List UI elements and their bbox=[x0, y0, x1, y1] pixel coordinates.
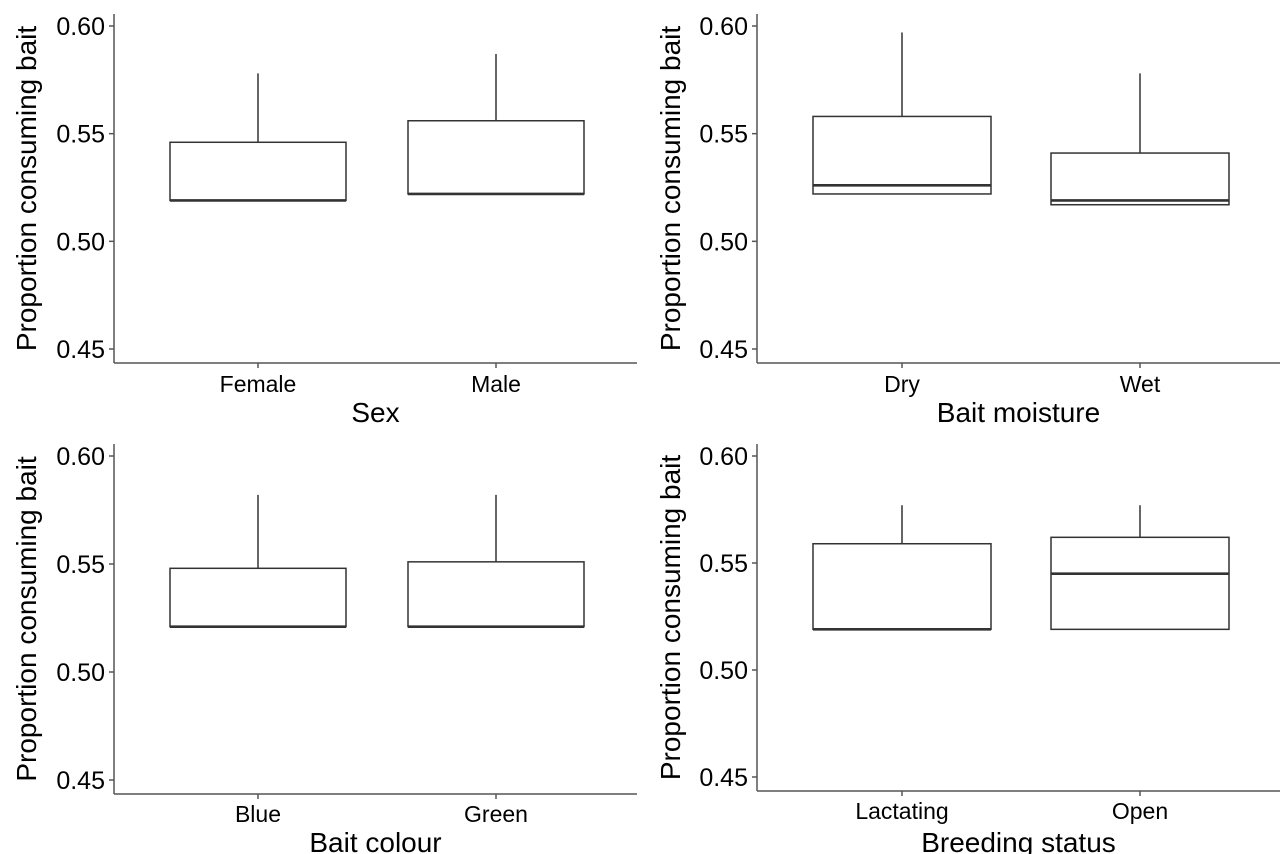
y-tick-label: 0.45 bbox=[56, 767, 105, 795]
box-dry bbox=[812, 32, 992, 195]
chart-panel-4: 0.45 0.50 0.55 0.60 Lactating Open Breeding st… bbox=[655, 443, 1280, 854]
box-body bbox=[1050, 152, 1230, 206]
x-axis-title: Sex bbox=[351, 397, 399, 428]
y-tick-label: 0.50 bbox=[56, 228, 105, 256]
x-tick-label: Male bbox=[471, 371, 521, 397]
y-tick-label: 0.60 bbox=[699, 13, 748, 41]
y-axis-title: Proportion consuming bait bbox=[11, 456, 42, 782]
y-tick-label: 0.60 bbox=[56, 443, 105, 471]
y-axis-title: Proportion consuming bait bbox=[655, 26, 686, 352]
y-tick-label: 0.45 bbox=[699, 764, 748, 792]
x-axis-title: Bait moisture bbox=[937, 397, 1100, 428]
y-tick-label: 0.45 bbox=[56, 336, 105, 364]
x-tick-label: Wet bbox=[1120, 371, 1161, 397]
y-axis-title: Proportion consuming bait bbox=[655, 455, 686, 781]
box-body bbox=[812, 542, 992, 631]
y-tick-label: 0.60 bbox=[56, 13, 105, 41]
x-axis-title: Bait colour bbox=[309, 827, 441, 854]
box-body bbox=[812, 115, 992, 195]
y-tick-label: 0.45 bbox=[699, 336, 748, 364]
y-tick-label: 0.55 bbox=[699, 121, 748, 149]
box-green bbox=[407, 494, 585, 628]
y-tick-label: 0.60 bbox=[699, 443, 748, 471]
box-body bbox=[169, 141, 347, 202]
chart-panel-2: 0.45 0.50 0.55 0.60 Dry Wet Bait moisture Propo… bbox=[655, 13, 1280, 428]
box-body bbox=[407, 119, 585, 195]
y-tick-label: 0.55 bbox=[699, 550, 748, 578]
box-blue bbox=[169, 494, 347, 628]
chart-panel-3: 0.45 0.50 0.55 0.60 Blue Green Bait colour Prop… bbox=[11, 443, 637, 854]
box-male bbox=[407, 53, 585, 196]
x-tick-label: Open bbox=[1112, 798, 1168, 824]
box-female bbox=[169, 73, 347, 202]
box-open bbox=[1050, 505, 1230, 631]
box-body bbox=[407, 561, 585, 628]
x-tick-label: Lactating bbox=[855, 798, 948, 824]
box-lactating bbox=[812, 505, 992, 631]
x-tick-label: Blue bbox=[235, 801, 281, 827]
y-tick-label: 0.55 bbox=[56, 121, 105, 149]
y-axis-title: Proportion consuming bait bbox=[11, 26, 42, 352]
x-tick-label: Female bbox=[220, 371, 297, 397]
y-tick-label: 0.55 bbox=[56, 551, 105, 579]
box-body bbox=[169, 567, 347, 628]
y-tick-label: 0.50 bbox=[56, 659, 105, 687]
y-tick-label: 0.50 bbox=[699, 657, 748, 685]
y-tick-label: 0.50 bbox=[699, 228, 748, 256]
x-axis-title: Breeding status bbox=[921, 827, 1116, 854]
box-wet bbox=[1050, 73, 1230, 206]
chart-panel-1: 0.45 0.50 0.55 0.60 Female Male Sex Proportion … bbox=[11, 13, 637, 428]
x-tick-label: Green bbox=[464, 801, 528, 827]
x-tick-label: Dry bbox=[884, 371, 920, 397]
box-body bbox=[1050, 536, 1230, 631]
